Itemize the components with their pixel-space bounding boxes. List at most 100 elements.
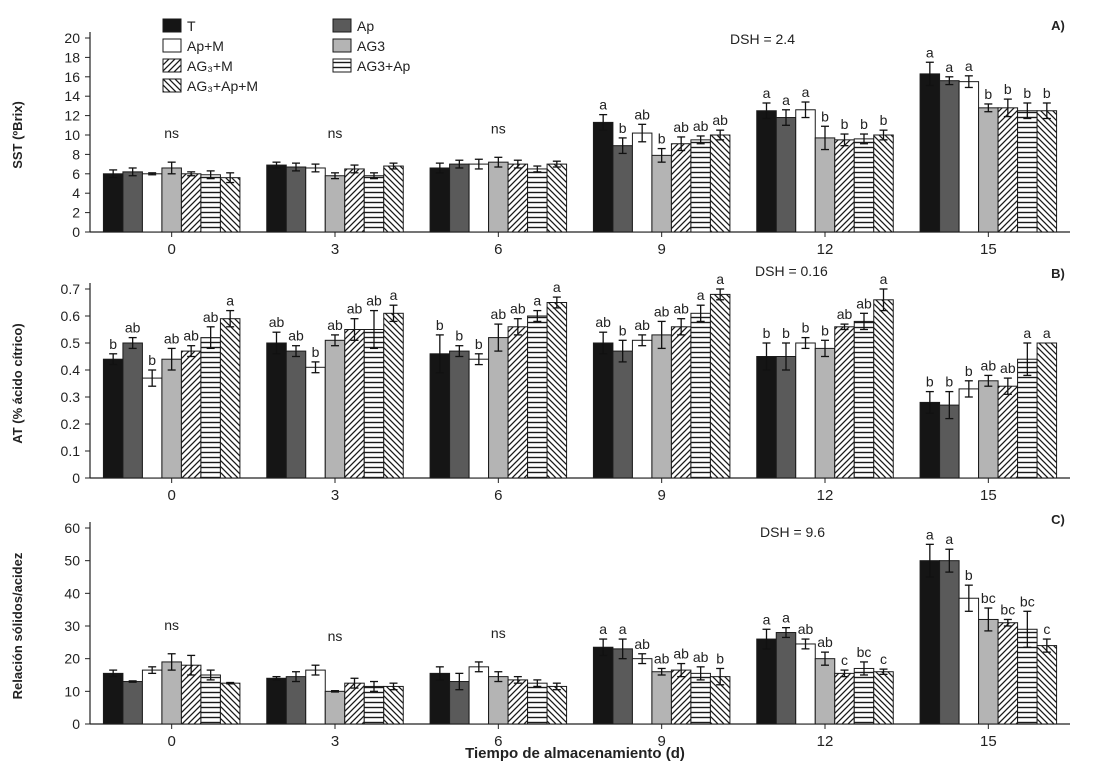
bar <box>939 80 960 233</box>
legend-swatch <box>162 18 182 33</box>
bar <box>141 173 163 233</box>
bar <box>795 109 816 233</box>
bar <box>305 167 326 233</box>
significance-label: b <box>148 352 156 368</box>
bar <box>834 326 855 479</box>
significance-label: ab <box>654 650 670 666</box>
bar <box>507 679 529 725</box>
bar <box>631 132 653 233</box>
significance-label: ab <box>269 314 285 330</box>
significance-label: a <box>599 621 607 637</box>
bar <box>363 685 385 725</box>
bar <box>305 366 326 479</box>
bar <box>814 137 836 233</box>
significance-label: a <box>716 271 724 287</box>
group-label: ns <box>491 120 506 136</box>
bar <box>795 342 816 479</box>
significance-label: ab <box>164 330 180 346</box>
bar <box>1036 342 1058 479</box>
bar <box>468 358 490 479</box>
bar <box>1036 645 1058 725</box>
bar <box>834 139 855 233</box>
significance-label: a <box>926 526 934 542</box>
y-tick-label: 30 <box>64 618 80 634</box>
bar <box>546 302 568 479</box>
significance-label: b <box>312 344 320 360</box>
x-tick-label: 12 <box>817 487 834 504</box>
bar <box>853 320 875 479</box>
panel-label: A) <box>1051 18 1065 33</box>
significance-label: a <box>619 621 627 637</box>
significance-label: a <box>763 85 771 101</box>
y-axis-title: AT (% ácido cítrico) <box>10 323 25 443</box>
bar <box>795 643 816 725</box>
significance-label: a <box>697 287 705 303</box>
significance-label: b <box>619 120 627 136</box>
significance-label: b <box>763 325 771 341</box>
bar <box>344 682 365 725</box>
y-tick-label: 0.6 <box>61 308 81 324</box>
bar <box>1017 358 1038 479</box>
bar <box>161 167 182 233</box>
bar <box>141 377 163 479</box>
significance-label: c <box>841 652 848 668</box>
bar <box>383 685 404 725</box>
significance-label: b <box>841 116 849 132</box>
significance-label: b <box>109 336 117 352</box>
x-tick-label: 12 <box>817 241 834 258</box>
bar <box>978 618 999 725</box>
bar <box>919 73 941 233</box>
y-tick-label: 8 <box>72 146 80 162</box>
x-tick-label: 6 <box>494 241 502 258</box>
y-tick-label: 10 <box>64 683 80 699</box>
bar <box>429 167 451 233</box>
bar <box>200 674 221 725</box>
bar <box>853 138 875 233</box>
bar <box>219 177 241 233</box>
x-tick-label: 15 <box>980 241 997 258</box>
y-axis-title: SST (ºBrix) <box>10 101 25 169</box>
legend-label: T <box>187 18 196 34</box>
significance-label: ab <box>203 309 219 325</box>
significance-label: b <box>965 363 973 379</box>
bar <box>958 597 980 725</box>
x-tick-label: 3 <box>331 733 339 750</box>
panel-label: B) <box>1051 266 1065 281</box>
significance-label: ab <box>837 306 853 322</box>
significance-label: b <box>1004 81 1012 97</box>
significance-label: a <box>1023 325 1031 341</box>
bar <box>468 163 490 233</box>
bar <box>161 661 182 725</box>
legend-swatch <box>332 58 352 73</box>
significance-label: ab <box>817 634 833 650</box>
group-label: ns <box>164 617 179 633</box>
bar <box>305 669 326 725</box>
bar <box>546 163 568 233</box>
legend-label: AG3+Ap <box>357 58 411 74</box>
legend: T Ap Ap+M AG3 AG₃+M AG3+Ap AG₃+Ap+M <box>162 18 411 94</box>
bar <box>527 315 548 479</box>
bar <box>775 117 797 233</box>
bar <box>546 685 568 725</box>
bar <box>919 560 941 725</box>
significance-label: ab <box>856 295 872 311</box>
significance-label: ab <box>183 328 199 344</box>
bar <box>122 681 143 725</box>
significance-label: b <box>475 336 483 352</box>
bar <box>429 672 451 725</box>
bar <box>612 145 633 233</box>
bar <box>285 676 307 725</box>
bar <box>592 121 614 233</box>
x-tick-label: 3 <box>331 241 339 258</box>
y-tick-label: 0.7 <box>61 281 81 297</box>
group-label: ns <box>164 125 179 141</box>
y-tick-label: 20 <box>64 651 80 667</box>
legend-label: AG₃+Ap+M <box>187 78 258 94</box>
significance-label: a <box>965 58 973 74</box>
bar <box>219 318 241 479</box>
bar <box>122 342 143 479</box>
y-tick-label: 18 <box>64 49 80 65</box>
significance-label: ab <box>125 320 141 336</box>
bar <box>814 347 836 479</box>
bar <box>709 134 731 233</box>
